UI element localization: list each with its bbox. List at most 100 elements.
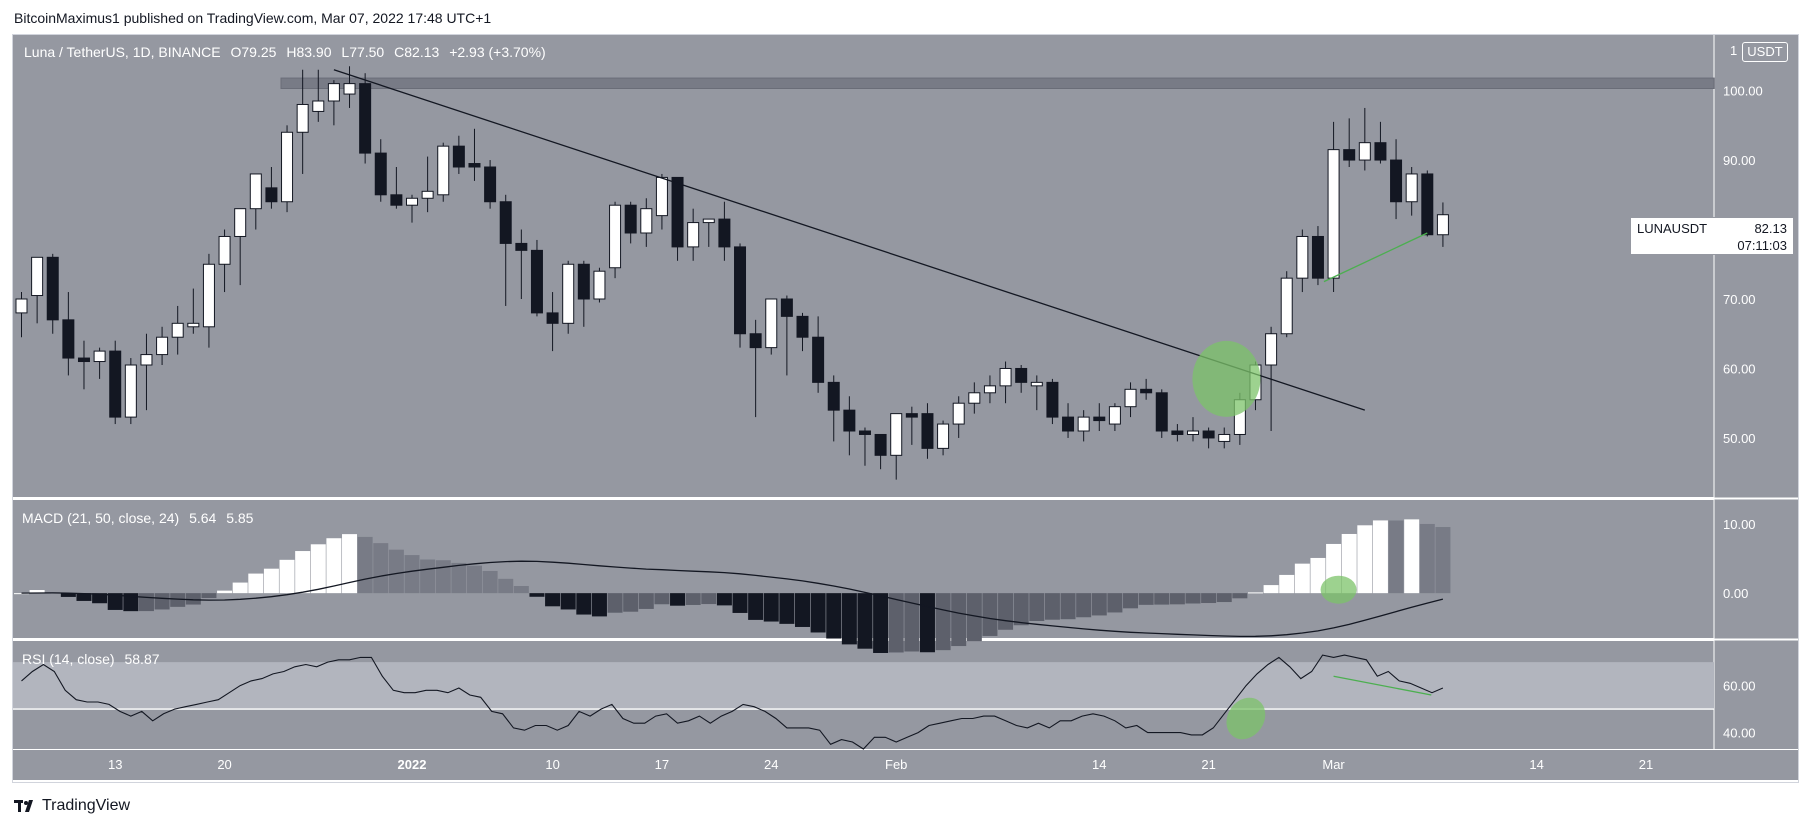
macd-legend: MACD (21, 50, close, 24) 5.64 5.85 [22, 510, 253, 526]
candle-body [327, 83, 340, 102]
author-name[interactable]: BitcoinMaximus1 [14, 10, 120, 26]
candle [359, 73, 372, 164]
candle [1390, 139, 1403, 220]
candle-body [1421, 173, 1434, 236]
candle-body [171, 322, 184, 338]
candle-body [937, 423, 950, 449]
candle [687, 208, 700, 261]
macd-histogram-bar [748, 593, 764, 620]
macd-histogram-bar [1013, 593, 1029, 626]
macd-histogram-bar [373, 543, 389, 594]
candle [843, 396, 856, 456]
price-tick-label: 100.00 [1723, 84, 1763, 99]
time-tick-label: 14 [1529, 757, 1543, 772]
macd-histogram-bar [357, 536, 373, 594]
tradingview-logo[interactable]: TradingView [14, 794, 130, 818]
candle-body [1311, 235, 1324, 279]
macd-histogram-bar [982, 593, 998, 636]
candle-body [390, 194, 403, 206]
macd-title[interactable]: MACD (21, 50, close, 24) [22, 510, 180, 526]
candle-body [1171, 430, 1184, 435]
macd-histogram-bar [779, 593, 795, 624]
candle [140, 333, 153, 411]
footer-brand: TradingView [42, 797, 131, 814]
candle-body [749, 333, 762, 349]
rsi-title[interactable]: RSI (14, close) [22, 651, 115, 667]
macd-histogram-bar [545, 593, 561, 607]
divergence-line [1323, 232, 1428, 283]
candle [890, 413, 903, 480]
time-tick-label: 17 [655, 757, 669, 772]
macd-histogram-bar [1076, 593, 1092, 618]
candle-body [702, 218, 715, 224]
candle-body [1374, 142, 1387, 161]
high-value: 83.90 [296, 44, 332, 60]
macd-histogram-bar [607, 593, 623, 613]
candle-body [437, 145, 450, 196]
macd-histogram-bar [591, 593, 607, 617]
candle-body [999, 367, 1012, 387]
candle [718, 201, 731, 261]
macd-histogram-bar [841, 593, 857, 645]
currency-button[interactable]: USDT [1742, 42, 1788, 62]
macd-histogram-bar [1044, 593, 1060, 620]
candle-body [562, 263, 575, 324]
macd-histogram-bar [1357, 525, 1373, 594]
macd-histogram-bar [29, 589, 45, 594]
candle-body [1108, 406, 1121, 425]
candle-body [1405, 173, 1418, 203]
open-label: O [230, 44, 242, 60]
candle [968, 382, 981, 414]
price-legend: Luna / TetherUS, 1D, BINANCE O79.25 H83.… [24, 44, 546, 60]
candle-body [1280, 277, 1293, 335]
symbol-title[interactable]: Luna / TetherUS, 1D, BINANCE [24, 44, 221, 60]
tradingview-icon [14, 800, 33, 812]
candle-body [187, 322, 200, 328]
macd-histogram-bar [123, 593, 139, 612]
macd-histogram-bar [451, 562, 467, 594]
close-value: 82.13 [404, 44, 440, 60]
candle-body [1140, 388, 1153, 394]
breakout-highlight [1192, 340, 1261, 417]
candle [1171, 424, 1184, 442]
candle [624, 201, 637, 244]
candle [609, 201, 622, 279]
price-tag-ticker: LUNAUSDT [1637, 221, 1708, 236]
candle-body [281, 131, 294, 203]
scale-indicator[interactable]: 1 [1730, 43, 1738, 58]
candle [202, 253, 215, 348]
candle [796, 312, 809, 352]
candle [1124, 382, 1137, 418]
time-tick-label: 20 [217, 757, 231, 772]
close-label: C [394, 44, 405, 60]
macd-tick-label: 10.00 [1723, 517, 1756, 532]
candle [983, 375, 996, 404]
resistance-zone [280, 77, 1715, 89]
macd-histogram-bar [1294, 563, 1310, 594]
macd-histogram-bar [623, 593, 639, 612]
macd-histogram-bar [529, 593, 545, 597]
candle-body [421, 190, 434, 199]
time-tick-label: 14 [1092, 757, 1106, 772]
candle [249, 173, 262, 230]
candle-body [265, 187, 278, 203]
macd-histogram-bar [966, 593, 982, 642]
candle-body [734, 246, 747, 335]
macd-histogram-bar [560, 593, 576, 610]
candle-body [31, 256, 44, 297]
candle [187, 288, 200, 334]
candle [1327, 121, 1340, 293]
candle-body [812, 336, 825, 383]
candle [468, 128, 481, 181]
macd-histogram-bar [1310, 557, 1326, 594]
candle-body [905, 413, 918, 418]
candle-body [1265, 333, 1278, 366]
candle [452, 135, 465, 174]
candle-body [609, 204, 622, 269]
macd-histogram-bar [295, 551, 311, 594]
candle-body [46, 256, 59, 321]
macd-histogram-bar [154, 593, 170, 610]
macd-histogram-bar [826, 593, 842, 639]
macd-histogram-bar [810, 593, 826, 633]
